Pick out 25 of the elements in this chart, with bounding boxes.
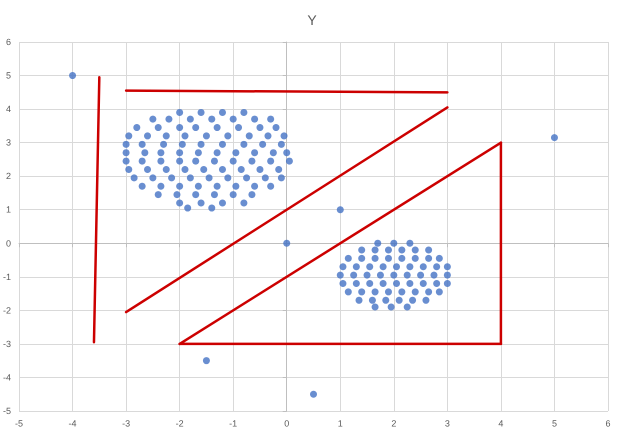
x-tick-label: 6 bbox=[605, 418, 611, 428]
x-tick-label: -5 bbox=[14, 418, 24, 428]
y-tick-label: 6 bbox=[6, 37, 11, 47]
x-tick-label: 2 bbox=[391, 418, 396, 428]
x-tick-label: -2 bbox=[176, 418, 184, 428]
y-tick-label: -5 bbox=[2, 406, 11, 416]
x-tick-label: 3 bbox=[444, 418, 450, 428]
chart-title: Y bbox=[307, 12, 318, 28]
y-tick-label: 1 bbox=[6, 204, 11, 215]
x-tick-label: -1 bbox=[229, 418, 238, 428]
y-tick-label: -4 bbox=[2, 372, 11, 382]
y-tick-label: -1 bbox=[2, 272, 11, 282]
y-tick-label: -2 bbox=[2, 305, 11, 316]
x-tick-label: 5 bbox=[552, 418, 557, 428]
y-tick-label: -3 bbox=[2, 338, 11, 349]
y-tick-label: 2 bbox=[6, 171, 11, 182]
x-tick-label: 0 bbox=[284, 418, 290, 428]
x-tick-label: 4 bbox=[498, 418, 504, 428]
y-tick-label: 4 bbox=[6, 104, 11, 114]
y-tick-label: 3 bbox=[6, 138, 11, 148]
x-tick-label: 1 bbox=[338, 418, 343, 428]
y-tick-label: 0 bbox=[6, 238, 11, 248]
x-tick-label: -4 bbox=[68, 418, 77, 428]
x-tick-label: -3 bbox=[122, 418, 130, 428]
y-tick-label: 5 bbox=[6, 70, 11, 81]
